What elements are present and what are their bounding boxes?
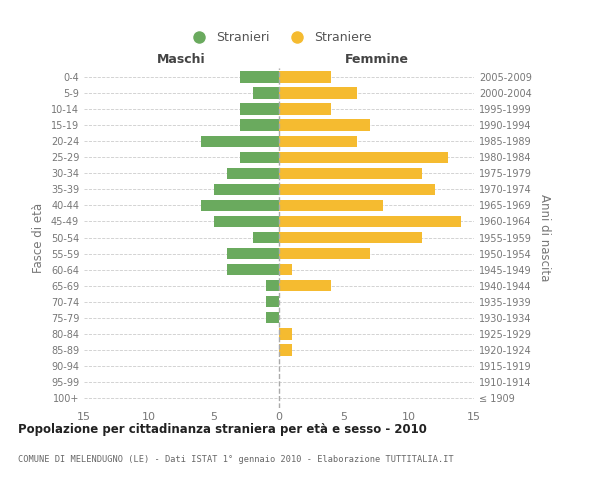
Bar (214, 184, 279, 195)
Bar (227, 248, 279, 260)
Bar (266, 296, 279, 308)
Text: Femmine: Femmine (344, 53, 409, 66)
Bar (279, 248, 370, 260)
Bar (279, 136, 357, 147)
Bar (279, 216, 461, 227)
Bar (279, 152, 448, 163)
Bar (279, 184, 435, 195)
Bar (240, 152, 279, 163)
Bar (279, 344, 292, 356)
Text: COMUNE DI MELENDUGNO (LE) - Dati ISTAT 1° gennaio 2010 - Elaborazione TUTTITALIA: COMUNE DI MELENDUGNO (LE) - Dati ISTAT 1… (18, 455, 454, 464)
Bar (279, 328, 292, 340)
Bar (214, 216, 279, 227)
Bar (201, 200, 279, 211)
Bar (279, 264, 292, 276)
Bar (279, 232, 422, 243)
Legend: Stranieri, Straniere: Stranieri, Straniere (181, 26, 377, 49)
Bar (253, 232, 279, 243)
Bar (279, 200, 383, 211)
Bar (240, 120, 279, 131)
Bar (279, 168, 422, 179)
Text: Popolazione per cittadinanza straniera per età e sesso - 2010: Popolazione per cittadinanza straniera p… (18, 422, 427, 436)
Bar (279, 280, 331, 291)
Y-axis label: Fasce di età: Fasce di età (32, 202, 45, 272)
Bar (279, 88, 357, 99)
Bar (279, 120, 370, 131)
Bar (227, 168, 279, 179)
Text: Maschi: Maschi (157, 53, 206, 66)
Bar (240, 104, 279, 115)
Bar (253, 88, 279, 99)
Bar (201, 136, 279, 147)
Bar (279, 72, 331, 83)
Bar (279, 104, 331, 115)
Bar (240, 72, 279, 83)
Bar (266, 312, 279, 324)
Bar (266, 280, 279, 291)
Y-axis label: Anni di nascita: Anni di nascita (538, 194, 551, 281)
Bar (227, 264, 279, 276)
